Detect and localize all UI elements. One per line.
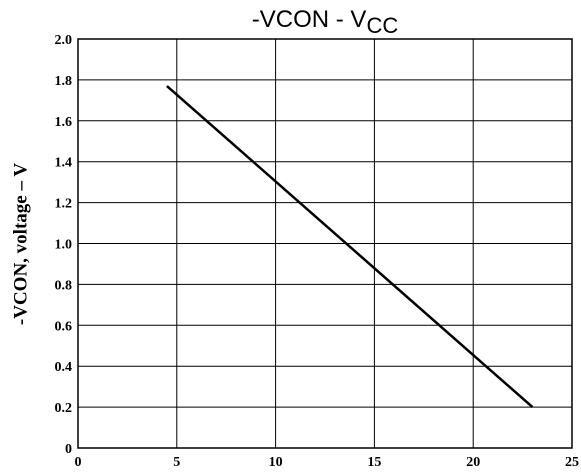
- title-subscript: CC: [366, 13, 398, 38]
- x-tick-label: 20: [466, 455, 480, 470]
- x-tick-label: 10: [269, 455, 283, 470]
- y-tick-label: 1.4: [55, 156, 73, 171]
- y-tick-label: 2.0: [55, 33, 73, 48]
- x-tick-label: 25: [565, 455, 579, 470]
- y-tick-label: 0.8: [55, 278, 73, 293]
- y-tick-label: 1.0: [55, 238, 73, 253]
- y-tick-label: 0.2: [55, 401, 73, 416]
- chart-title: -VCON - VCC: [252, 6, 399, 38]
- y-tick-label: 0.4: [55, 360, 73, 375]
- y-tick-label: 1.6: [55, 115, 73, 130]
- y-tick-label: 1.8: [55, 74, 73, 89]
- y-tick-label: 1.2: [55, 197, 73, 212]
- x-tick-label: 15: [367, 455, 381, 470]
- title-text: -VCON - V: [252, 6, 367, 33]
- x-tick-label: 0: [75, 455, 82, 470]
- y-tick-label: 0.6: [55, 319, 73, 334]
- data-line: [166, 85, 534, 409]
- plot-frame: [77, 38, 573, 449]
- y-axis-label: -VCON, voltage – V: [10, 163, 31, 325]
- y-tick-label: 0: [65, 442, 72, 457]
- x-tick-label: 5: [173, 455, 180, 470]
